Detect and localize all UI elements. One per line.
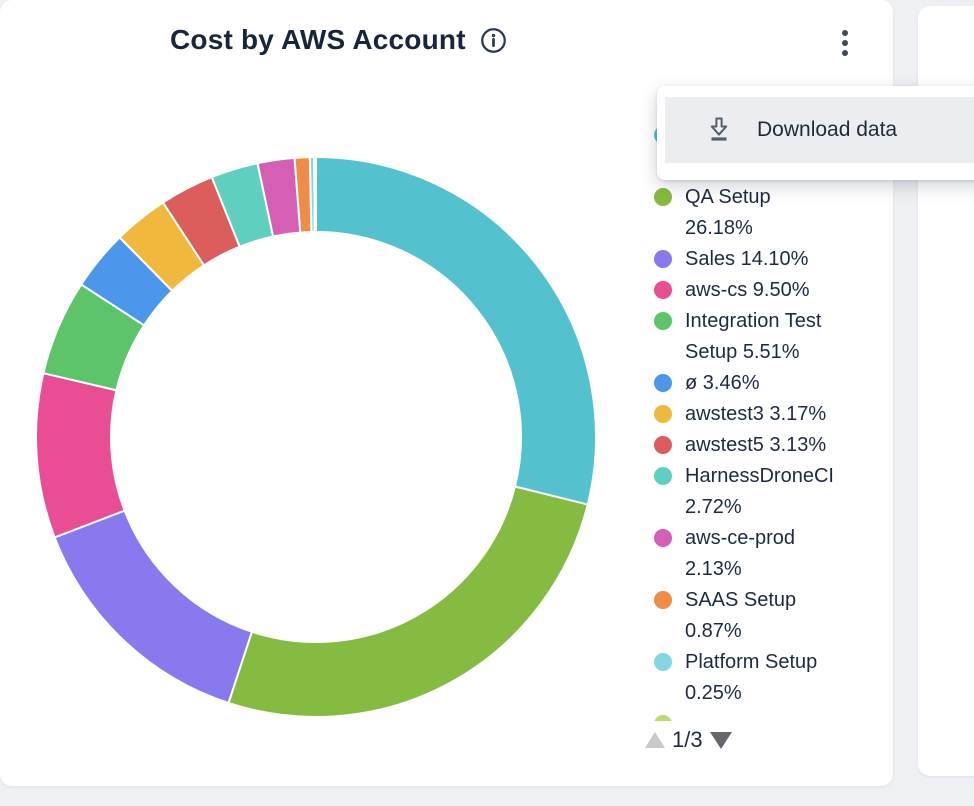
legend-label: Sales 14.10% [685,248,809,270]
menu-item-download-data[interactable]: Download data [665,97,974,163]
kebab-menu-button[interactable] [830,22,860,64]
legend-label: ø 3.46% [685,372,760,394]
legend-pagination: 1/3 [645,727,732,753]
legend-item[interactable] [654,709,886,721]
legend-item[interactable]: QA Setup 26.18% [654,182,886,244]
legend-dot-icon [654,715,672,721]
legend-item[interactable]: Sales 14.10% [654,244,886,275]
legend-dot-icon [654,467,672,485]
legend-item[interactable]: HarnessDroneCI 2.72% [654,461,886,523]
legend-item[interactable]: aws-ce-prod 2.13% [654,523,886,585]
legend-label: awstest5 3.13% [685,434,827,456]
legend-item[interactable]: Platform Setup 0.25% [654,647,886,709]
legend-dot-icon [654,374,672,392]
legend-dot-icon [654,591,672,609]
legend-item[interactable]: Integration Test Setup 5.51% [654,306,886,368]
chart-legend: QA Setup 26.18% Sales 14.10% aws-cs 9.50% In… [654,120,886,721]
legend-dot-icon [654,405,672,423]
legend-item[interactable]: awstest5 3.13% [654,430,886,461]
legend-dot-icon [654,188,672,206]
legend-item[interactable]: aws-cs 9.50% [654,275,886,306]
menu-item-label: Download data [757,118,898,141]
donut-slice[interactable] [53,509,254,705]
card-header: Cost by AWS Account [170,24,507,56]
legend-label: Platform Setup 0.25% [685,651,818,704]
legend-item[interactable]: SAAS Setup 0.87% [654,585,886,647]
legend-item[interactable]: awstest3 3.17% [654,399,886,430]
legend-item[interactable]: ø 3.46% [654,368,886,399]
legend-label: awstest3 3.17% [685,403,827,425]
page-up-button[interactable] [645,732,665,748]
legend-label: aws-cs 9.50% [685,279,810,301]
download-icon [705,114,733,147]
legend-dot-icon [654,281,672,299]
page-indicator: 1/3 [672,727,703,752]
legend-label: aws-ce-prod 2.13% [685,527,796,580]
donut-chart[interactable] [26,147,606,727]
legend-dot-icon [654,529,672,547]
donut-slice[interactable] [313,155,317,234]
donut-slice[interactable] [315,155,597,506]
legend-label: SAAS Setup 0.87% [685,589,797,642]
legend-dot-icon [654,312,672,330]
legend-dot-icon [654,436,672,454]
donut-slice[interactable] [227,485,589,718]
legend-label: QA Setup 26.18% [685,186,771,239]
legend-dot-icon [654,250,672,268]
page-down-button[interactable] [709,731,732,749]
legend-label: Integration Test Setup 5.51% [685,310,822,363]
legend-dot-icon [654,653,672,671]
donut-slice[interactable] [35,371,126,539]
page-title: Cost by AWS Account [170,24,466,55]
context-menu: Download data [657,86,974,180]
info-icon[interactable] [480,27,507,54]
legend-label: HarnessDroneCI 2.72% [685,465,834,518]
